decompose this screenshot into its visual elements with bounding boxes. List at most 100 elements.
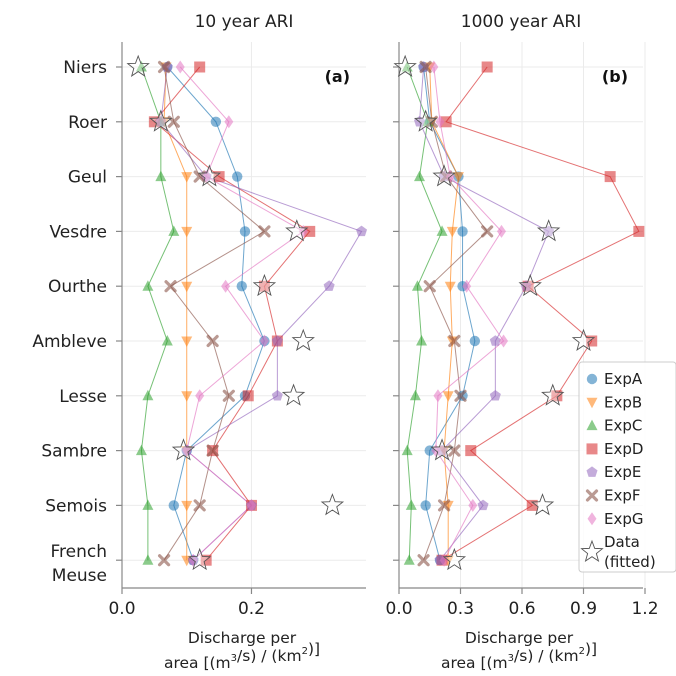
point-expd — [551, 390, 563, 402]
point-expc — [161, 335, 173, 346]
point-expc — [401, 444, 413, 456]
point-data-fitted — [432, 164, 456, 187]
y-tick-label: Geul — [68, 168, 107, 188]
point-expc — [142, 389, 154, 401]
panel-title: 1000 year ARI — [461, 12, 581, 32]
point-expb — [446, 226, 458, 238]
point-data-fitted — [530, 493, 555, 516]
legend: ExpA ExpB ExpC ExpD ExpE ExpF ExpG Data (fitted) — [578, 361, 676, 573]
point-expb — [181, 226, 193, 238]
y-axis-tick-labels: Niers Roer Geul Vesdre Ourthe Ambleve Lesse Sam… — [32, 58, 107, 586]
legend-entry-expb: ExpB — [586, 393, 642, 411]
point-expe — [155, 116, 167, 127]
legend-label: ExpA — [604, 370, 643, 388]
y-tick-label: French — [50, 542, 107, 562]
point-expg — [224, 115, 234, 129]
point-expc — [403, 554, 415, 565]
series-line-expb — [429, 66, 459, 561]
x-axis-label-line-2: area [(m3/s) / (km2)] — [164, 640, 320, 672]
point-expc — [135, 444, 147, 456]
point-expb — [444, 281, 456, 293]
point-expc — [142, 554, 154, 565]
point-expf — [419, 60, 432, 74]
point-expe — [543, 225, 555, 237]
point-data-fitted — [518, 273, 542, 297]
point-expe — [436, 444, 448, 456]
point-expg — [259, 334, 269, 348]
series-line-expg — [433, 66, 505, 561]
point-expf — [206, 334, 219, 348]
panel-label: (b) — [602, 67, 628, 86]
point-expd — [242, 390, 254, 402]
panel-label: (a) — [325, 67, 350, 86]
point-expa — [469, 335, 481, 347]
point-expf — [481, 225, 494, 238]
point-data-fitted — [541, 383, 565, 406]
series-line-expe — [160, 66, 363, 561]
legend-marker — [580, 539, 604, 563]
point-expc — [168, 225, 180, 236]
point-expb — [181, 172, 193, 183]
point-expd — [604, 171, 616, 183]
series-markers — [126, 54, 368, 571]
point-expf — [417, 554, 430, 567]
point-expc — [436, 225, 448, 236]
point-expf — [193, 170, 206, 183]
point-data-fitted — [281, 383, 306, 406]
x-axis-label-line-2: area [(m3/s) / (km2)] — [441, 640, 597, 672]
legend-frame — [578, 361, 676, 573]
point-expd — [213, 171, 225, 183]
series-line-expa — [166, 66, 265, 561]
x-tick-label: 1.2 — [631, 599, 658, 619]
legend-label: ExpG — [604, 510, 644, 528]
legend-entry-expc: ExpC — [586, 417, 642, 435]
point-data-fitted — [442, 547, 467, 571]
legend-entry-expd: ExpD — [586, 440, 643, 458]
point-data-fitted — [413, 109, 438, 132]
point-expf — [157, 554, 171, 567]
point-expg — [435, 115, 445, 129]
point-expg — [499, 334, 509, 348]
legend-label: ExpB — [604, 393, 642, 411]
x-tick-label: 0.3 — [447, 599, 474, 619]
legend-marker — [586, 373, 598, 385]
point-expc — [414, 170, 425, 182]
point-expc — [142, 499, 154, 510]
x-axis-label-line-1: Discharge per — [188, 629, 297, 647]
series-line-expc — [140, 66, 175, 561]
point-expe — [356, 225, 368, 237]
point-expd — [194, 61, 206, 73]
point-expe — [477, 499, 489, 511]
legend-label: ExpC — [604, 417, 642, 435]
point-expc — [416, 335, 428, 346]
point-expd — [258, 280, 270, 292]
point-expa — [232, 171, 243, 182]
point-data-fitted — [320, 493, 345, 516]
point-expb — [181, 391, 193, 402]
point-expc — [155, 170, 167, 182]
series-line-expe — [418, 66, 550, 561]
point-expa — [236, 281, 247, 292]
series-line-expg — [179, 66, 305, 561]
point-expg — [429, 60, 439, 74]
legend-entry-expg: ExpG — [587, 510, 644, 528]
point-expf — [438, 499, 451, 512]
series-line-expd — [441, 66, 640, 561]
point-expf — [206, 444, 219, 457]
point-expf — [193, 499, 206, 512]
point-expa — [457, 226, 468, 237]
legend-entry-expa: ExpA — [586, 370, 643, 388]
legend-marker — [586, 443, 598, 455]
point-expg — [462, 279, 472, 293]
point-expe — [271, 390, 283, 401]
point-data-fitted — [393, 54, 417, 77]
series-lines — [140, 66, 363, 561]
legend-label: Data — [604, 533, 640, 551]
point-expb — [181, 336, 193, 347]
point-expd — [304, 225, 316, 237]
point-expc — [142, 280, 154, 291]
panel-title: 10 year ARI — [195, 12, 294, 32]
point-expb — [452, 172, 464, 183]
point-expf — [164, 280, 177, 293]
